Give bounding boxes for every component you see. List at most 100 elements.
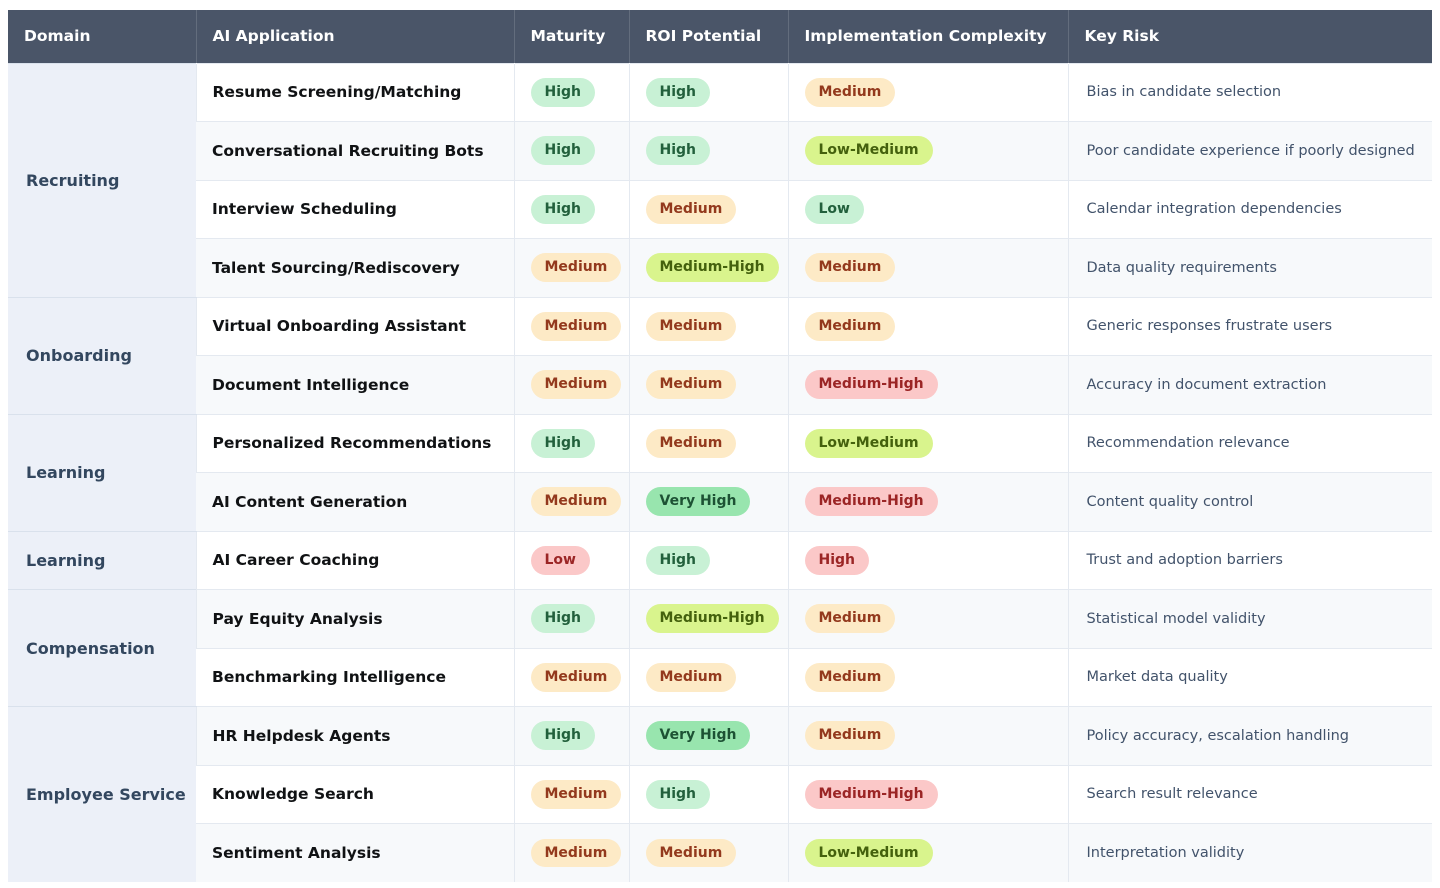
complexity-cell: Low-Medium	[787, 823, 1068, 882]
complexity-badge: Low	[804, 194, 864, 224]
complexity-cell: Low	[787, 179, 1068, 239]
complexity-badge: High	[804, 545, 870, 575]
complexity-cell: Medium-High	[787, 472, 1068, 531]
roi-badge: Medium-High	[645, 253, 779, 283]
complexity-badge: Medium-High	[804, 487, 938, 517]
table-row: Interview Scheduling High Medium Low Calenda…	[8, 179, 1432, 239]
roi-badge: High	[645, 136, 711, 166]
key-risk-cell: Policy accuracy, escalation handling	[1067, 706, 1432, 765]
key-risk-cell: Search result relevance	[1067, 764, 1432, 824]
table-row: Learning AI Career Coaching Low High High Tru…	[8, 530, 1432, 590]
maturity-badge: High	[530, 604, 596, 634]
maturity-cell: High	[513, 62, 629, 122]
complexity-cell: High	[787, 530, 1068, 590]
application-cell: Resume Screening/Matching	[195, 62, 514, 122]
roi-cell: Medium-High	[628, 589, 788, 648]
maturity-cell: Medium	[513, 238, 629, 297]
application-cell: Knowledge Search	[196, 764, 514, 824]
application-cell: AI Content Generation	[196, 472, 514, 531]
roi-badge: High	[645, 77, 711, 107]
roi-badge: High	[645, 545, 711, 575]
column-header-maturity: Maturity	[513, 10, 629, 63]
roi-badge: Medium	[645, 311, 737, 341]
application-cell: Document Intelligence	[196, 355, 514, 414]
application-cell: HR Helpdesk Agents	[195, 706, 514, 765]
domain-cell: Recruiting	[8, 62, 196, 297]
application-cell: Talent Sourcing/Rediscovery	[196, 238, 514, 297]
roi-cell: Medium	[628, 413, 788, 473]
table-row: Sentiment Analysis Medium Medium Low-Medium…	[8, 823, 1432, 882]
table-row: Compensation Pay Equity Analysis High Mediu…	[8, 589, 1432, 707]
table-row: Talent Sourcing/Rediscovery Medium Medium-…	[8, 238, 1432, 297]
maturity-cell: Medium	[513, 296, 629, 356]
maturity-badge: High	[530, 428, 596, 458]
complexity-cell: Medium	[787, 62, 1068, 122]
maturity-cell: Medium	[513, 647, 629, 707]
maturity-cell: High	[513, 706, 629, 765]
complexity-badge: Medium	[804, 721, 896, 751]
column-header-risk: Key Risk	[1067, 10, 1432, 63]
complexity-badge: Medium-High	[804, 779, 938, 809]
complexity-cell: Medium	[787, 647, 1068, 707]
roi-cell: High	[628, 530, 788, 590]
maturity-cell: Medium	[513, 355, 629, 414]
domain-cell: Learning	[8, 413, 196, 531]
ai-applications-table: Domain AI Application Maturity ROI Potentia…	[8, 10, 1432, 882]
complexity-cell: Medium	[787, 238, 1068, 297]
table-row: AI Content Generation Medium Very High Medi…	[8, 472, 1432, 531]
application-cell: Pay Equity Analysis	[195, 589, 514, 648]
complexity-badge: Medium	[804, 77, 896, 107]
maturity-badge: Medium	[530, 311, 622, 341]
maturity-badge: High	[530, 194, 596, 224]
application-cell: Benchmarking Intelligence	[196, 647, 514, 707]
roi-cell: Medium	[628, 647, 788, 707]
roi-cell: Medium	[628, 296, 788, 356]
maturity-cell: Medium	[513, 764, 629, 824]
complexity-cell: Medium	[787, 589, 1068, 648]
key-risk-cell: Accuracy in document extraction	[1067, 355, 1432, 414]
complexity-badge: Medium	[804, 253, 896, 283]
roi-cell: Medium-High	[628, 238, 788, 297]
roi-badge: Medium	[645, 194, 737, 224]
complexity-cell: Medium-High	[787, 764, 1068, 824]
complexity-cell: Medium	[787, 296, 1068, 356]
domain-cell: Onboarding	[8, 296, 196, 414]
roi-cell: High	[628, 62, 788, 122]
key-risk-cell: Generic responses frustrate users	[1067, 296, 1432, 356]
key-risk-cell: Data quality requirements	[1067, 238, 1432, 297]
complexity-badge: Low-Medium	[804, 136, 933, 166]
maturity-cell: Medium	[513, 472, 629, 531]
domain-cell: Learning	[8, 530, 196, 590]
maturity-cell: Medium	[513, 823, 629, 882]
column-header-domain: Domain	[8, 10, 196, 63]
maturity-badge: Medium	[530, 253, 622, 283]
table-row: Learning Personalized Recommendations High…	[8, 413, 1432, 531]
maturity-badge: Medium	[530, 487, 622, 517]
key-risk-cell: Poor candidate experience if poorly desi…	[1067, 121, 1432, 180]
complexity-badge: Medium	[804, 311, 896, 341]
maturity-badge: Low	[530, 545, 590, 575]
table-row: Knowledge Search Medium High Medium-High Sea…	[8, 764, 1432, 824]
complexity-cell: Medium-High	[787, 355, 1068, 414]
roi-badge: High	[645, 779, 711, 809]
key-risk-cell: Bias in candidate selection	[1067, 62, 1432, 122]
table-row: Conversational Recruiting Bots High High Lo…	[8, 121, 1432, 180]
application-cell: Virtual Onboarding Assistant	[195, 296, 514, 356]
maturity-badge: Medium	[530, 838, 622, 868]
roi-badge: Very High	[645, 721, 751, 751]
roi-badge: Medium	[645, 428, 737, 458]
roi-badge: Very High	[645, 487, 751, 517]
roi-cell: High	[628, 121, 788, 180]
complexity-cell: Medium	[787, 706, 1068, 765]
application-cell: Personalized Recommendations	[195, 413, 514, 473]
roi-cell: Very High	[628, 706, 788, 765]
maturity-cell: High	[513, 413, 629, 473]
complexity-badge: Low-Medium	[804, 428, 933, 458]
key-risk-cell: Statistical model validity	[1067, 589, 1432, 648]
key-risk-cell: Content quality control	[1067, 472, 1432, 531]
maturity-badge: Medium	[530, 370, 622, 400]
roi-badge: Medium-High	[645, 604, 779, 634]
application-cell: Conversational Recruiting Bots	[196, 121, 514, 180]
roi-cell: High	[628, 764, 788, 824]
domain-cell: Compensation	[8, 589, 196, 707]
